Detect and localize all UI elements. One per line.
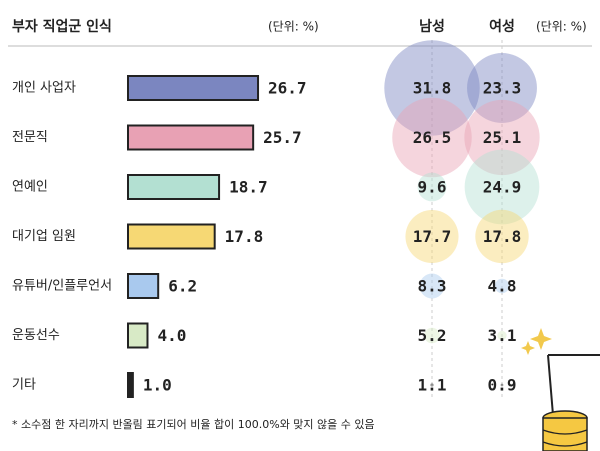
bubble — [464, 99, 540, 176]
bubble — [430, 383, 434, 387]
value-label: 17.8 — [225, 227, 264, 246]
bubble-label: 25.1 — [483, 128, 522, 147]
bubble-label: 23.3 — [483, 79, 522, 98]
unit-label: (단위: %) — [268, 20, 319, 34]
bubble — [494, 278, 510, 294]
value-label: 1.0 — [143, 376, 172, 395]
bubble-label: 5.2 — [418, 326, 447, 345]
bubble — [497, 330, 507, 341]
category-label: 운동선수 — [12, 328, 60, 343]
bar — [127, 75, 260, 101]
value-label: 6.2 — [168, 277, 197, 296]
category-label: 연예인 — [12, 180, 48, 195]
bubble-label: 17.7 — [413, 227, 452, 246]
bar — [127, 273, 160, 299]
bubble — [464, 149, 540, 225]
footnote: * 소수점 한 자리까지 반올림 표기되어 비율 합이 100.0%와 맞지 않… — [12, 418, 375, 431]
bubble — [424, 327, 440, 344]
bubble-label: 8.3 — [418, 277, 447, 296]
category-label: 유튜버/인플루언서 — [12, 279, 112, 294]
bubble-label: 17.8 — [483, 227, 522, 246]
bubble-label: 26.5 — [413, 128, 452, 147]
bar — [127, 124, 255, 151]
bar — [127, 322, 149, 349]
bubble-label: 24.9 — [483, 178, 522, 197]
sparkle — [530, 328, 552, 350]
bubble-label: 9.6 — [418, 178, 447, 197]
bubble — [417, 172, 447, 202]
category-label: 기타 — [12, 378, 36, 393]
bubble — [384, 40, 480, 136]
bubble-label: 0.9 — [488, 376, 517, 395]
value-label: 26.7 — [268, 79, 307, 98]
column-header: 여성 — [489, 18, 515, 35]
value-label: 25.7 — [263, 128, 302, 147]
bubble-label: 4.8 — [488, 277, 517, 296]
bar — [127, 372, 134, 398]
category-label: 전문직 — [12, 130, 48, 145]
sparkle — [521, 341, 535, 355]
bubble-label: 31.8 — [413, 79, 452, 98]
bubble — [467, 53, 537, 123]
category-label: 개인 사업자 — [12, 81, 76, 96]
coin-edge — [542, 429, 588, 447]
decoration — [521, 328, 600, 451]
category-label: 대기업 임원 — [12, 229, 76, 244]
column-header: 남성 — [419, 18, 445, 35]
bubble — [500, 383, 504, 387]
bubble-label: 1.1 — [418, 376, 447, 395]
chart-title: 부자 직업군 인식 — [12, 18, 112, 35]
unit-label: (단위: %) — [536, 20, 587, 34]
bubble — [405, 209, 459, 264]
bar — [127, 223, 216, 250]
bar — [127, 174, 221, 200]
value-label: 18.7 — [229, 178, 268, 197]
bubble — [419, 273, 445, 299]
value-label: 4.0 — [157, 326, 186, 345]
bubble-label: 3.1 — [488, 326, 517, 345]
bubble — [475, 209, 529, 264]
bubble — [392, 97, 472, 178]
bubble-layer — [384, 40, 540, 400]
